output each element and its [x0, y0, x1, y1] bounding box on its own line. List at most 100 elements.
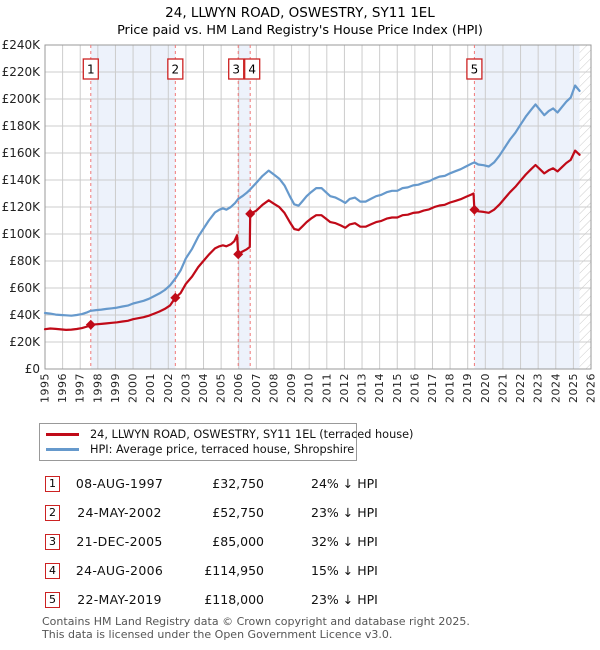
x-axis-tick-label: 2015: [391, 373, 404, 403]
y-axis-tick-label: £0: [25, 362, 40, 376]
sale-hpi-diff: 32% ↓ HPI: [311, 534, 378, 549]
table-row: 2 24-MAY-2002 £52,750 23% ↓ HPI: [0, 505, 600, 523]
x-axis-tick-label: 2018: [444, 373, 457, 403]
x-axis-tick-label: 2010: [303, 373, 316, 403]
sale-price: £52,750: [212, 505, 264, 520]
table-row: 3 21-DEC-2005 £85,000 32% ↓ HPI: [0, 534, 600, 552]
y-axis-tick-label: £120K: [2, 200, 42, 214]
sale-date: 08-AUG-1997: [75, 476, 164, 491]
x-axis-tick-label: 2005: [215, 373, 228, 403]
license-note: Contains HM Land Registry data © Crown c…: [42, 615, 470, 641]
x-axis-tick-label: 2009: [285, 373, 298, 403]
x-axis-tick-label: 2023: [532, 373, 545, 403]
x-axis-tick-label: 2014: [373, 373, 386, 403]
sale-hpi-diff: 23% ↓ HPI: [311, 505, 378, 520]
x-axis-tick-label: 2004: [197, 373, 210, 403]
x-axis-tick-label: 1995: [39, 373, 52, 403]
sale-number-badge: 5: [45, 592, 60, 608]
chart-legend: 24, LLWYN ROAD, OSWESTRY, SY11 1EL (terr…: [39, 423, 413, 461]
license-line-1: Contains HM Land Registry data © Crown c…: [42, 615, 470, 628]
sale-number-label: 2: [172, 63, 180, 77]
page-title: 24, LLWYN ROAD, OSWESTRY, SY11 1EL: [165, 5, 435, 21]
page-subtitle: Price paid vs. HM Land Registry's House …: [117, 23, 483, 38]
y-axis-tick-label: £240K: [2, 38, 42, 52]
sale-price: £85,000: [212, 534, 264, 549]
x-axis-tick-label: 2019: [461, 373, 474, 403]
hpi-line: [43, 84, 581, 317]
sale-date: 24-AUG-2006: [75, 563, 164, 578]
x-axis-tick-label: 2026: [585, 373, 598, 403]
x-axis-tick-label: 2008: [267, 373, 280, 403]
x-axis-tick-label: 2002: [162, 373, 175, 403]
table-row: 4 24-AUG-2006 £114,950 15% ↓ HPI: [0, 563, 600, 581]
x-axis-tick-label: 1998: [91, 373, 104, 403]
legend-item-property: 24, LLWYN ROAD, OSWESTRY, SY11 1EL (terr…: [46, 427, 413, 442]
y-axis-tick-label: £100K: [2, 227, 42, 241]
legend-label-property: 24, LLWYN ROAD, OSWESTRY, SY11 1EL (terr…: [90, 427, 414, 441]
sale-number-badge: 4: [45, 563, 60, 579]
legend-item-hpi: HPI: Average price, terraced house, Shro…: [46, 442, 354, 457]
plot-border: [44, 44, 592, 370]
sale-price: £32,750: [212, 476, 264, 491]
x-axis-tick-label: 2016: [408, 373, 421, 403]
license-line-2: This data is licensed under the Open Gov…: [42, 627, 393, 641]
sale-number-badge: 3: [45, 534, 60, 550]
sale-number-badge: 1: [45, 476, 60, 492]
sale-number-label: 4: [248, 63, 256, 77]
x-axis-tick-label: 2000: [127, 373, 140, 403]
sale-number-label: 3: [232, 63, 240, 77]
sale-hpi-diff: 24% ↓ HPI: [311, 476, 378, 491]
sale-number-badge: 2: [45, 505, 60, 521]
sale-marker-diamond: [469, 204, 480, 215]
y-axis-tick-label: £20K: [9, 335, 41, 349]
x-axis-tick-label: 1999: [109, 373, 122, 403]
x-axis-tick-label: 2012: [338, 373, 351, 403]
sale-number-box: [466, 58, 483, 80]
x-axis-tick-label: 2021: [496, 373, 509, 403]
y-axis-tick-label: £40K: [9, 308, 41, 322]
x-axis-tick-label: 2003: [179, 373, 192, 403]
x-axis-tick-label: 2017: [426, 373, 439, 403]
sale-price: £114,950: [204, 563, 264, 578]
x-axis-tick-label: 2007: [250, 373, 263, 403]
y-axis-tick-label: £200K: [2, 92, 42, 106]
sale-hpi-diff: 15% ↓ HPI: [311, 563, 378, 578]
x-axis-tick-label: 1996: [56, 373, 69, 403]
sale-number-label: 5: [471, 63, 479, 77]
legend-label-hpi: HPI: Average price, terraced house, Shro…: [90, 443, 355, 457]
y-axis-tick-label: £180K: [2, 119, 42, 133]
table-row: 5 22-MAY-2019 £118,000 23% ↓ HPI: [0, 592, 600, 610]
sale-number-label: 1: [87, 63, 95, 77]
x-axis-tick-label: 2013: [356, 373, 369, 403]
sale-price: £118,000: [204, 592, 264, 607]
price-history-chart: 1 2 3 4 5 £0 £20K £40K £60K £80K £100K £120K £140K £1…: [2, 38, 598, 403]
sale-marker-diamond: [85, 319, 96, 330]
table-row: 1 08-AUG-1997 £32,750 24% ↓ HPI: [0, 476, 600, 494]
sale-number-box: [82, 58, 99, 80]
x-axis-tick-label: 2022: [514, 373, 527, 403]
sale-date: 21-DEC-2005: [76, 534, 163, 549]
sale-date: 24-MAY-2002: [77, 505, 162, 520]
x-axis-tick-label: 2011: [320, 373, 333, 403]
hpi-line-swatch: [46, 448, 79, 452]
y-axis-tick-label: £140K: [2, 173, 42, 187]
sale-marker-diamond: [170, 292, 181, 303]
x-axis-tick-label: 2020: [479, 373, 492, 403]
sale-hpi-diff: 23% ↓ HPI: [311, 592, 378, 607]
sale-number-box: [167, 58, 184, 80]
y-axis-tick-label: £60K: [9, 281, 41, 295]
sale-marker-diamond: [233, 249, 244, 260]
x-axis-tick-label: 2025: [567, 373, 580, 403]
sale-marker-diamond: [245, 208, 256, 219]
y-axis-tick-label: £80K: [9, 254, 41, 268]
property-price-line: [43, 149, 581, 331]
y-axis-tick-label: £220K: [2, 65, 42, 79]
property-line-swatch: [46, 432, 79, 436]
x-axis-tick-label: 2001: [144, 373, 157, 403]
sale-date: 22-MAY-2019: [77, 592, 162, 607]
sale-number-box: [228, 58, 245, 80]
x-axis-tick-label: 2024: [549, 373, 562, 403]
y-axis-tick-label: £160K: [2, 146, 42, 160]
x-axis-tick-label: 2006: [232, 373, 245, 403]
